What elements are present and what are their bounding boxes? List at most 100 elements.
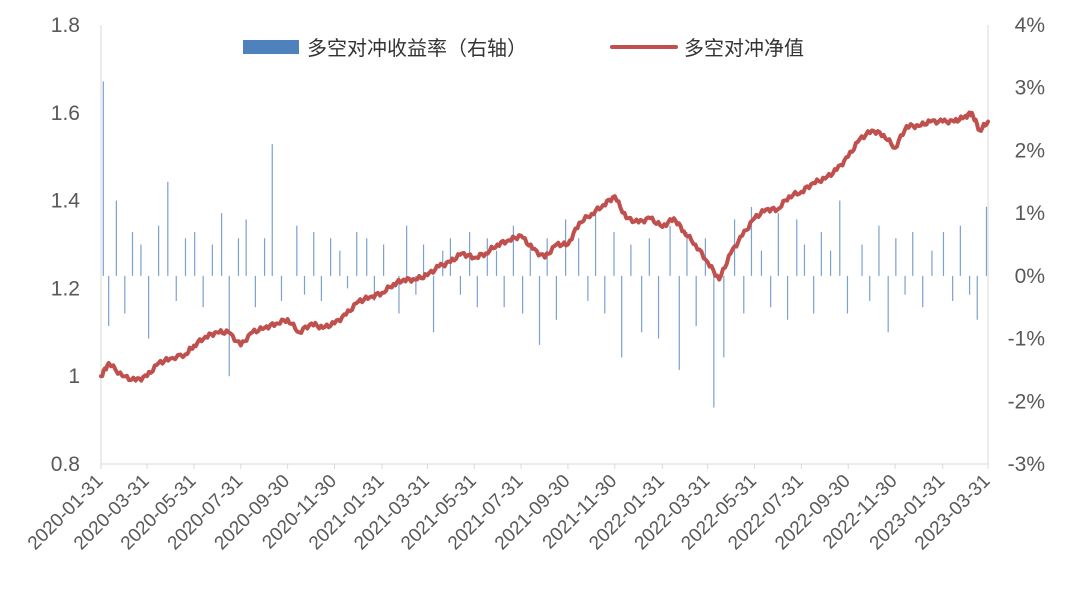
return-bar [887, 275, 889, 333]
return-bar [346, 275, 349, 289]
return-bar [743, 275, 745, 314]
return-bar [503, 275, 505, 308]
return-bar [148, 275, 150, 339]
return-bar [529, 244, 531, 276]
return-bar [803, 244, 806, 276]
return-bar [280, 275, 283, 301]
nav-line [99, 110, 990, 383]
return-bar [829, 250, 832, 276]
return-bar [422, 244, 425, 276]
left-tick-label: 1.6 [51, 102, 80, 125]
legend: 多空对冲收益率（右轴） 多空对冲净值 [243, 36, 804, 60]
return-bar [985, 206, 988, 276]
return-bar [686, 231, 688, 276]
return-bar [228, 275, 230, 377]
return-bar [904, 275, 906, 295]
return-bar [108, 275, 110, 327]
return-bar [931, 250, 933, 276]
return-bar [339, 250, 341, 276]
return-bar [678, 275, 680, 370]
return-bar [604, 275, 606, 314]
return-bar [587, 275, 589, 301]
return-bar [313, 231, 315, 276]
left-tick-label: 1.2 [51, 277, 80, 300]
return-bar [770, 275, 772, 308]
return-bar [415, 275, 417, 295]
return-bar [263, 238, 266, 276]
return-bar [555, 275, 558, 320]
return-bar [942, 231, 945, 276]
left-tick-label: 1 [68, 365, 80, 388]
return-bar [237, 238, 240, 276]
return-bar [796, 219, 798, 276]
return-bar [167, 181, 169, 276]
return-bar [968, 275, 971, 295]
return-bar [538, 275, 541, 345]
return-bar [220, 213, 223, 276]
return-bar [846, 275, 849, 314]
return-bar [330, 238, 332, 276]
return-bar [813, 275, 815, 314]
return-bar [449, 238, 452, 276]
right-tick-label: 2% [1015, 139, 1045, 162]
return-bar [786, 275, 789, 320]
return-bar [922, 275, 924, 308]
right-tick-label: -3% [1008, 453, 1045, 476]
return-bar [115, 200, 117, 276]
return-bar [861, 244, 863, 276]
return-bar [512, 225, 514, 276]
return-bar [695, 275, 697, 327]
return-bar [398, 275, 400, 314]
right-tick-label: 4% [1015, 14, 1045, 37]
return-bar [760, 250, 763, 276]
return-bar [820, 231, 822, 276]
left-tick-label: 1.4 [51, 190, 81, 213]
return-bar [641, 275, 643, 333]
return-bar [373, 275, 375, 301]
return-bar [202, 275, 204, 308]
return-bar [432, 275, 435, 333]
return-bars-series [102, 81, 988, 408]
right-tick-label: 0% [1015, 265, 1045, 288]
return-bar [356, 231, 358, 276]
return-bar [952, 275, 954, 301]
right-tick-label: 3% [1015, 77, 1045, 100]
return-bar [976, 275, 978, 320]
return-bar [366, 238, 368, 276]
return-bar [912, 231, 914, 276]
return-bar [621, 275, 623, 358]
return-bar [613, 231, 615, 276]
return-bar [124, 275, 126, 314]
return-bar [175, 275, 177, 301]
right-tick-label: -2% [1008, 390, 1045, 413]
return-bar [839, 200, 841, 276]
return-bar [895, 238, 897, 276]
return-bar [245, 219, 247, 276]
return-bar [648, 238, 650, 276]
return-bar [723, 275, 725, 358]
return-bar [657, 275, 660, 339]
return-bar [476, 275, 478, 308]
return-bar [131, 231, 134, 276]
return-bar [184, 238, 187, 276]
return-bar [406, 225, 408, 276]
return-bar [271, 144, 273, 276]
legend-bar-swatch [243, 40, 299, 54]
right-tick-label: 1% [1015, 202, 1045, 225]
return-bar [777, 213, 779, 276]
return-bar [669, 225, 671, 276]
legend-bar-label: 多空对冲收益率（右轴） [307, 36, 527, 60]
return-bar [459, 275, 462, 295]
return-bar [157, 225, 160, 276]
return-bar [594, 213, 597, 276]
return-bar [713, 275, 715, 408]
return-bar [486, 238, 488, 276]
return-bar [303, 275, 306, 295]
left-tick-label: 1.8 [51, 14, 80, 37]
return-bar [495, 250, 498, 276]
return-bar [565, 219, 567, 276]
return-bar [254, 275, 256, 308]
return-bar [296, 225, 298, 276]
return-bar [140, 244, 142, 276]
